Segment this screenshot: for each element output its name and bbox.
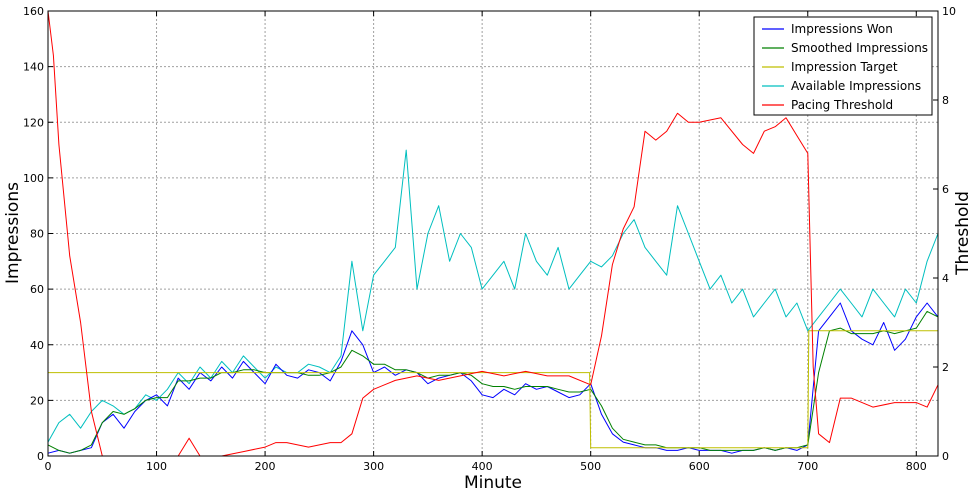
y2-tick-label: 2 [942, 361, 949, 374]
y-tick-label: 160 [23, 5, 44, 18]
y-tick-label: 40 [30, 339, 44, 352]
x-tick-label: 400 [472, 460, 493, 473]
y2-tick-label: 8 [942, 94, 949, 107]
legend-entry: Smoothed Impressions [791, 41, 928, 55]
y-tick-label: 140 [23, 61, 44, 74]
series-line-impression-target [48, 330, 938, 449]
x-tick-label: 800 [906, 460, 927, 473]
y-axis-label: Impressions [3, 182, 23, 284]
y-tick-label: 20 [30, 394, 44, 407]
x-tick-label: 0 [45, 460, 52, 473]
legend-entry: Impression Target [791, 60, 898, 74]
y-tick-label: 100 [23, 172, 44, 185]
legend-entry: Available Impressions [791, 79, 921, 93]
legend-entry: Impressions Won [791, 22, 893, 36]
x-tick-label: 200 [255, 460, 276, 473]
x-tick-label: 600 [689, 460, 710, 473]
y2-tick-label: 10 [942, 5, 956, 18]
series-layer [47, 10, 939, 457]
series-line-pacing-threshold [47, 10, 939, 457]
y-tick-label: 120 [23, 116, 44, 129]
legend-box [753, 16, 933, 116]
x-tick-label: 500 [580, 460, 601, 473]
legend: Impressions Won Smoothed Impressions Impre… [753, 16, 933, 116]
y-tick-label: 0 [37, 450, 44, 463]
y2-tick-label: 0 [942, 450, 949, 463]
y-tick-label: 60 [30, 283, 44, 296]
x-tick-label: 700 [797, 460, 818, 473]
ticks: 0 100 200 300 400 500 600 700 800020406080100120… [23, 5, 956, 473]
y2-tick-label: 6 [942, 183, 949, 196]
y-tick-label: 80 [30, 228, 44, 241]
y2-tick-label: 4 [942, 272, 949, 285]
x-tick-label: 100 [146, 460, 167, 473]
x-tick-label: 300 [363, 460, 384, 473]
y2-axis-label: Threshold [953, 191, 973, 276]
series-line-impressions-won [47, 302, 939, 454]
x-axis-label: Minute [464, 473, 522, 493]
legend-entry: Pacing Threshold [791, 98, 893, 112]
